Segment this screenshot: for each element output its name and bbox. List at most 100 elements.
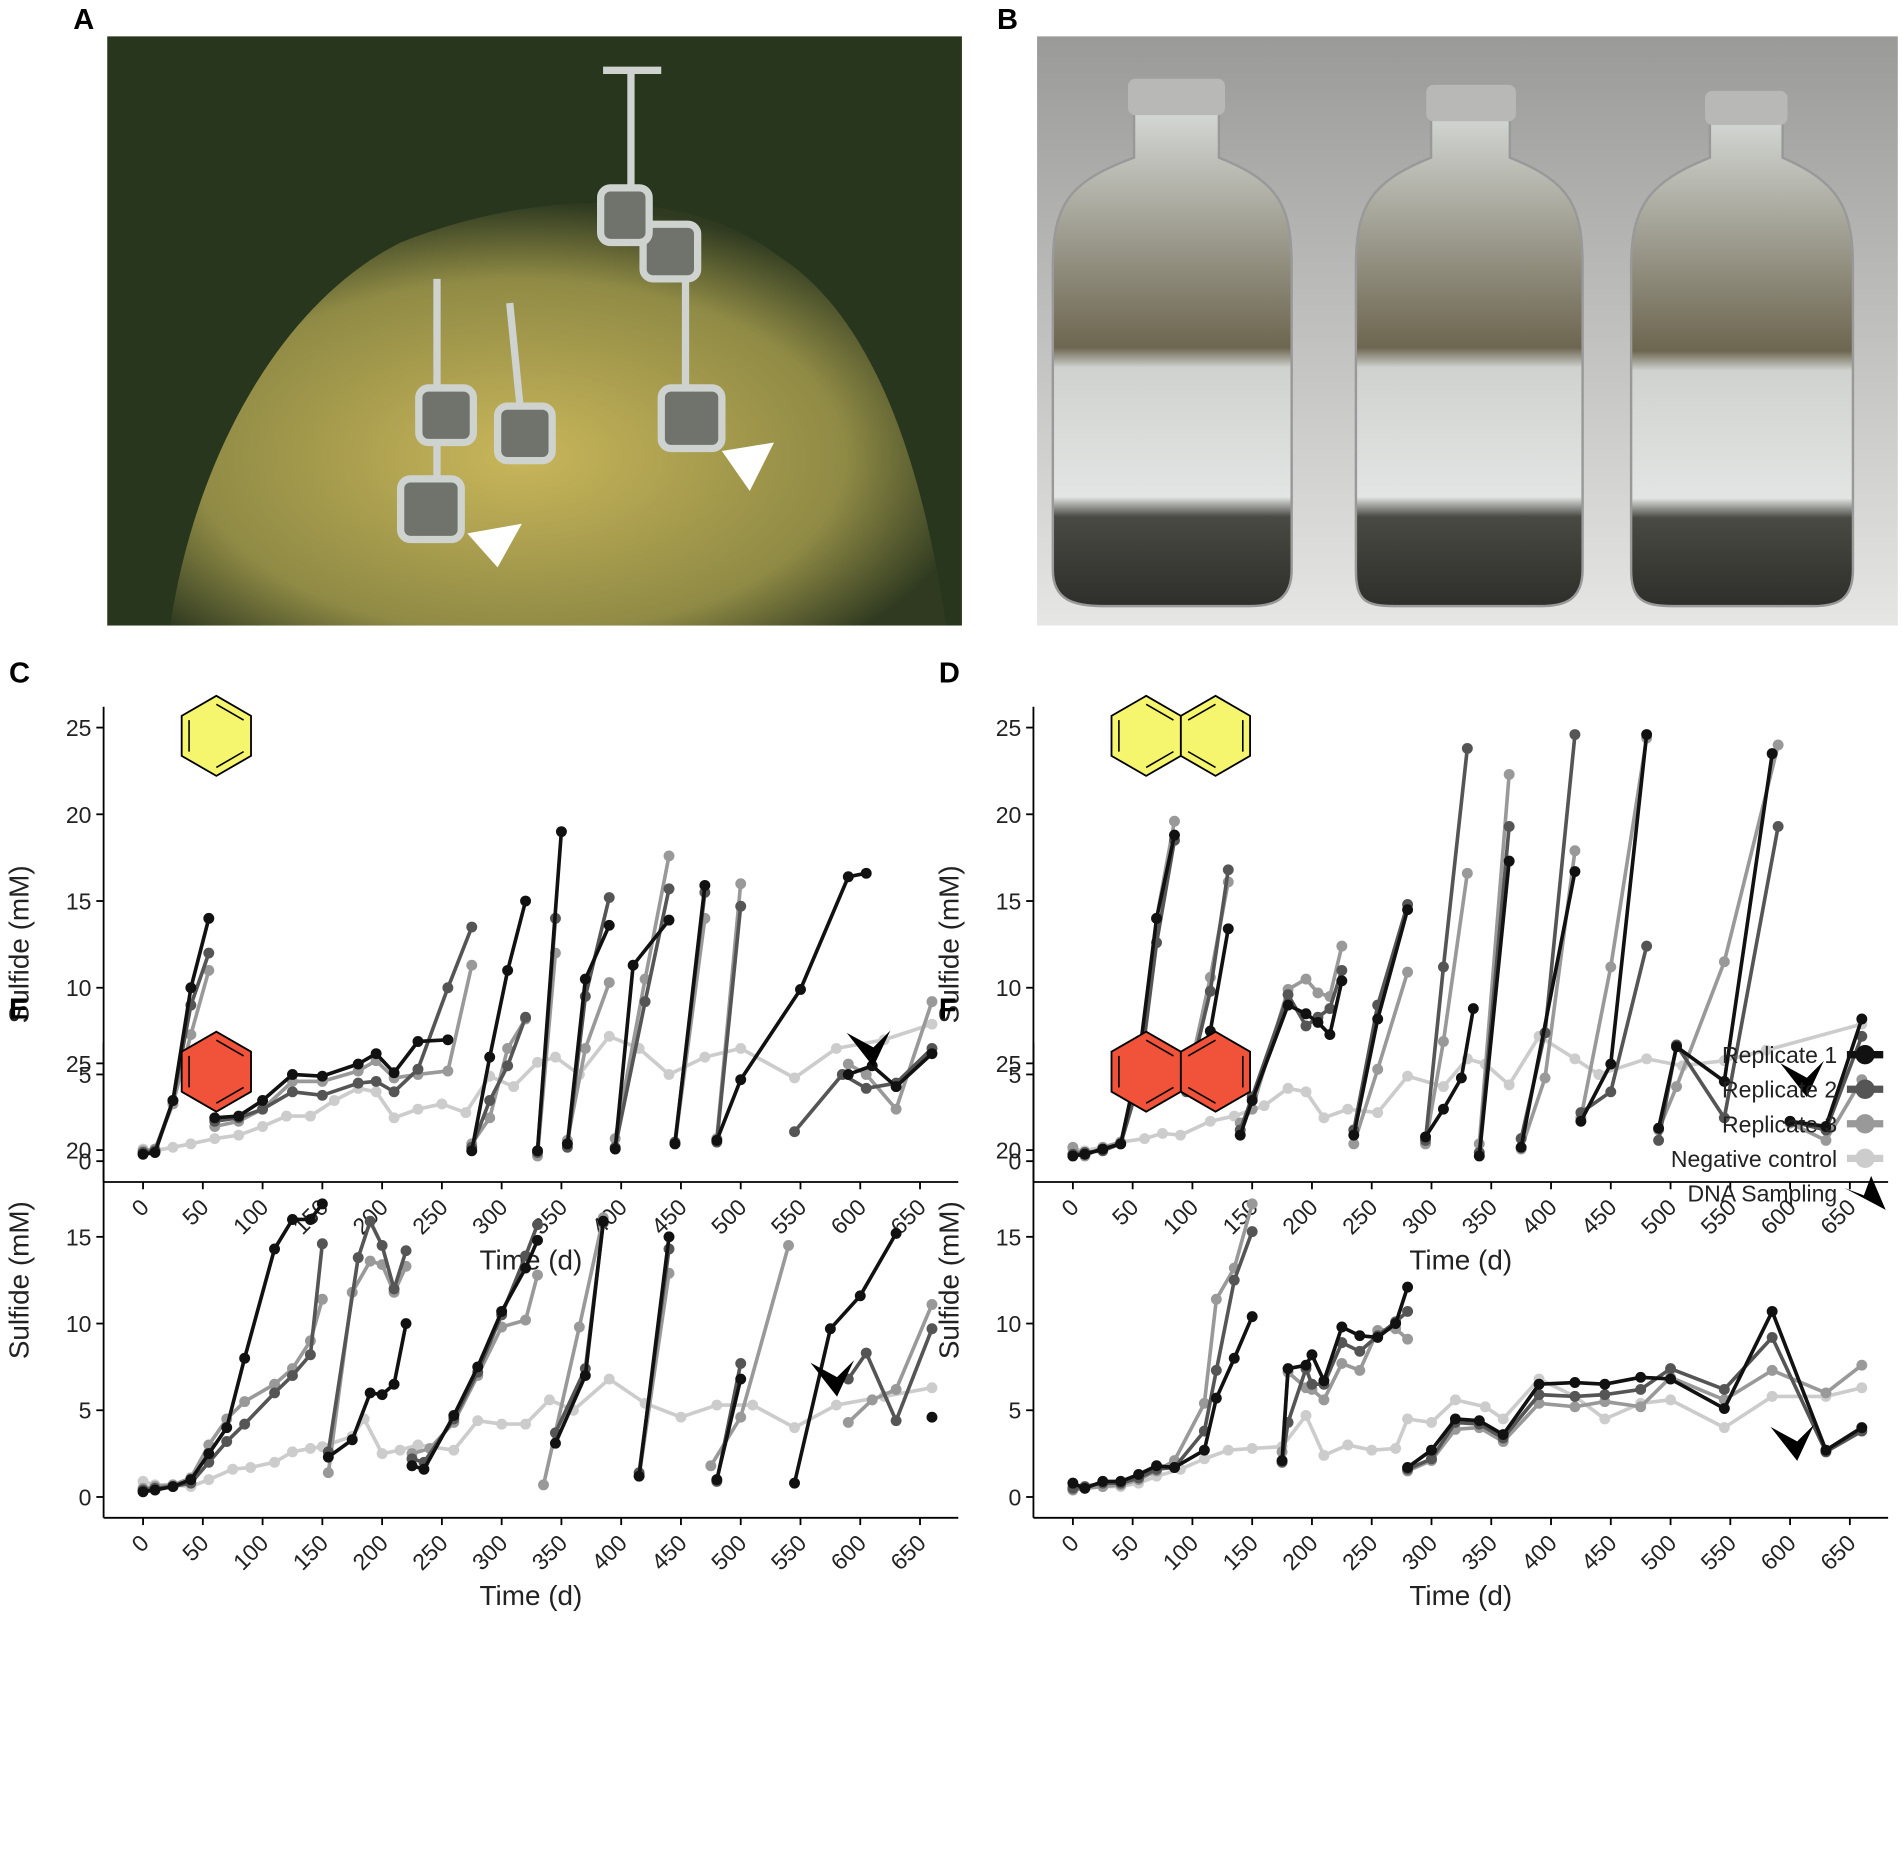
data-point [890, 1227, 902, 1239]
data-point [304, 1442, 316, 1454]
data-point [609, 1143, 621, 1155]
data-point [484, 1051, 496, 1063]
data-point [1306, 1378, 1318, 1390]
data-point [1312, 1016, 1324, 1028]
data-point [1718, 1112, 1730, 1124]
data-point [1372, 1107, 1384, 1119]
x-tick-label: 50 [177, 1530, 213, 1566]
data-point [633, 1470, 645, 1482]
data-point [316, 1089, 328, 1101]
data-point [203, 964, 215, 976]
data-point [1372, 1063, 1384, 1075]
data-point [1079, 1148, 1091, 1160]
data-point [597, 1215, 609, 1227]
data-point [287, 1086, 298, 1098]
data-point [185, 1029, 197, 1041]
data-point [1246, 1311, 1258, 1323]
data-point [1635, 1371, 1647, 1383]
x-tick-label: 600 [826, 1530, 872, 1576]
data-point [1467, 1003, 1479, 1015]
data-point [705, 1460, 717, 1472]
data-point [1300, 1359, 1312, 1371]
data-point [663, 914, 675, 926]
data-point [1246, 1442, 1258, 1454]
data-point [735, 900, 747, 912]
data-point [316, 1198, 328, 1210]
data-point [149, 1147, 161, 1158]
data-point [1473, 1150, 1485, 1162]
data-point [1372, 1331, 1384, 1343]
data-point [316, 1070, 328, 1082]
data-point [1372, 1013, 1384, 1025]
data-point [538, 1479, 549, 1491]
data-point [221, 1422, 233, 1434]
data-point [520, 1314, 532, 1326]
double-bond [215, 703, 245, 721]
data-point [460, 1107, 472, 1119]
data-point [269, 1387, 280, 1399]
data-point [1503, 855, 1515, 867]
data-point [502, 1042, 514, 1054]
y-tick-label: 20 [66, 802, 92, 828]
x-tick-label: 600 [826, 1194, 872, 1240]
data-point [1599, 1413, 1611, 1425]
data-point [269, 1456, 280, 1468]
data-point [388, 1378, 400, 1390]
data-point [1605, 961, 1617, 973]
data-point [1348, 1138, 1360, 1150]
data-point [1402, 1070, 1414, 1082]
data-point [1599, 1389, 1611, 1401]
data-point [735, 1074, 747, 1086]
data-point [1402, 1333, 1414, 1345]
data-point [137, 1486, 149, 1498]
data-point [544, 1394, 555, 1406]
data-point [1641, 729, 1653, 740]
data-point [412, 1036, 424, 1047]
data-point [502, 1060, 514, 1072]
legend-swatch [1855, 1114, 1875, 1134]
data-point [824, 1323, 836, 1335]
x-tick-label: 100 [228, 1194, 274, 1240]
y-tick-label: 25 [66, 715, 92, 741]
data-point [1079, 1482, 1091, 1494]
data-point [203, 912, 215, 924]
data-point [842, 1069, 854, 1080]
data-point [1599, 1378, 1611, 1390]
molecule-ring [1110, 694, 1182, 777]
data-point [227, 1463, 239, 1475]
data-point [1234, 1129, 1246, 1141]
x-tick-label: 400 [1516, 1530, 1562, 1576]
data-point [508, 1081, 520, 1093]
data-point [711, 1134, 723, 1146]
data-point [532, 1269, 543, 1281]
data-point [1766, 1364, 1778, 1376]
data-point [1718, 1422, 1730, 1434]
data-point [1336, 940, 1348, 952]
data-point [1437, 1081, 1449, 1093]
data-point [789, 1072, 800, 1084]
y-tick-label: 5 [1009, 1062, 1022, 1088]
data-point [137, 1148, 149, 1160]
data-point [358, 1413, 370, 1425]
x-tick-label: 0 [1056, 1194, 1083, 1221]
data-point [532, 1056, 543, 1068]
panel-label: A [73, 4, 94, 36]
data-point [185, 1474, 197, 1486]
data-point [520, 1418, 532, 1430]
data-point [603, 919, 615, 931]
data-point [448, 1410, 460, 1421]
x-tick-label: 550 [1696, 1530, 1742, 1576]
data-point [376, 1448, 388, 1460]
data-point [579, 1370, 591, 1382]
x-tick-label: 350 [1457, 1194, 1503, 1240]
double-bond [215, 1086, 245, 1104]
series-line [1072, 1377, 1863, 1491]
data-point [1856, 1030, 1868, 1042]
data-point [304, 1110, 316, 1122]
data-point [1760, 1044, 1772, 1056]
data-point [388, 1086, 400, 1098]
data-point [466, 959, 478, 971]
double-bond [215, 1039, 245, 1057]
data-point [1300, 1410, 1312, 1421]
data-point [221, 1436, 233, 1447]
